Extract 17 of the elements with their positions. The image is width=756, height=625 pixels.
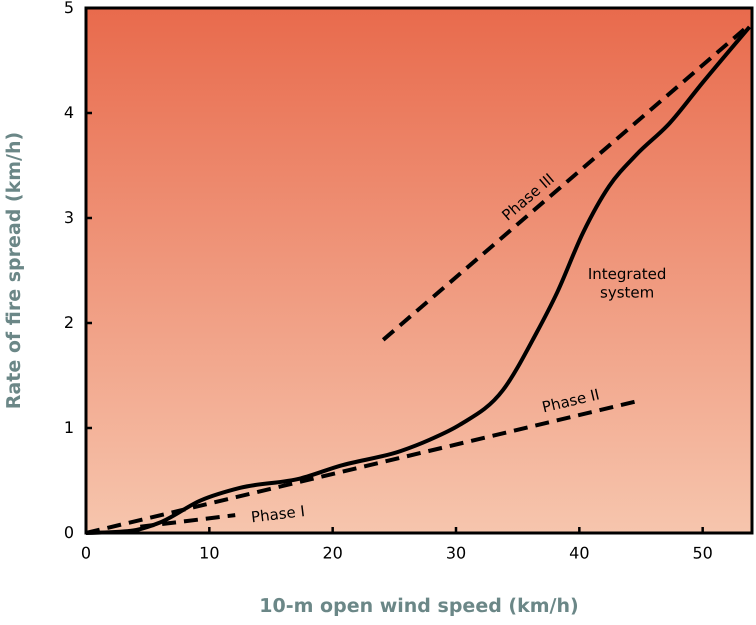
x-tick-label: 30 xyxy=(446,543,466,562)
x-axis-title: 10-m open wind speed (km/h) xyxy=(259,595,579,617)
y-axis-title: Rate of fire spread (km/h) xyxy=(3,132,25,410)
x-tick-label: 20 xyxy=(322,543,343,562)
y-tick-label: 3 xyxy=(64,208,74,228)
y-tick-label: 4 xyxy=(64,103,74,122)
text: Phase I xyxy=(250,502,306,526)
y-tick-label: 5 xyxy=(64,0,74,18)
text: Phase II xyxy=(540,385,602,416)
y-tick-label: 2 xyxy=(64,313,74,332)
x-tick-label: 40 xyxy=(569,543,590,562)
x-tick-label: 50 xyxy=(692,543,713,562)
series-label: Integrated system xyxy=(588,264,666,302)
x-tick-label: 10 xyxy=(199,543,220,562)
x-tick-label: 0 xyxy=(80,543,92,562)
y-tick-label: 1 xyxy=(64,418,74,438)
y-tick-label: 0 xyxy=(64,523,74,542)
